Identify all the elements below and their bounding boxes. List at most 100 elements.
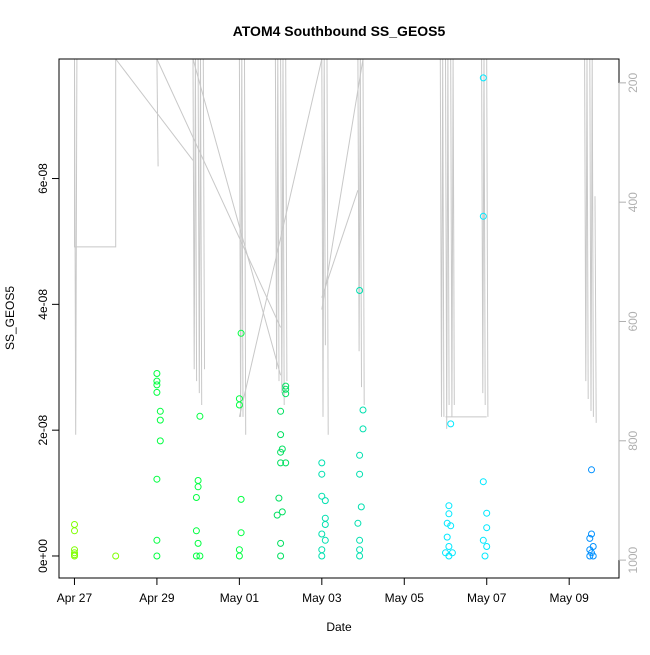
- y-tick-label: 6e-08: [36, 163, 50, 194]
- data-point: [71, 521, 78, 528]
- y2-tick-label: 400: [626, 192, 640, 212]
- x-axis: Apr 27 Apr 29 May 01 May 03 May 05 May 07 May …: [57, 577, 590, 605]
- data-point: [321, 521, 329, 528]
- data-point: [194, 477, 202, 484]
- data-point: [277, 448, 285, 456]
- data-point: [318, 470, 326, 478]
- plot-frame: [58, 58, 620, 579]
- data-point: [196, 412, 204, 420]
- data-point: [357, 503, 365, 511]
- data-point: [321, 497, 329, 505]
- profile-line: [197, 58, 203, 406]
- data-point: [443, 533, 451, 541]
- data-point: [588, 530, 595, 538]
- data-point: [153, 536, 161, 544]
- data-point: [273, 511, 281, 519]
- profile-line: [321, 58, 326, 417]
- data-point: [318, 552, 326, 560]
- data-point: [153, 370, 161, 377]
- profile-line: [274, 58, 280, 382]
- data-point: [282, 385, 290, 393]
- data-point: [194, 539, 202, 547]
- data-point: [237, 495, 245, 503]
- data-point: [192, 552, 200, 560]
- x-tick-label: May 03: [302, 591, 342, 605]
- data-point: [479, 74, 487, 82]
- data-point: [318, 530, 326, 538]
- data-point: [586, 534, 594, 542]
- data-point: [479, 212, 487, 220]
- data-point: [235, 552, 243, 560]
- data-point: [318, 492, 326, 500]
- x-tick-label: May 09: [550, 591, 590, 605]
- data-point: [71, 549, 78, 557]
- data-point: [356, 470, 364, 478]
- y-tick-label: 2e-08: [36, 414, 50, 445]
- data-point: [277, 552, 285, 560]
- data-point: [356, 552, 364, 560]
- data-point: [71, 552, 78, 560]
- data-point: [282, 459, 290, 467]
- data-point: [483, 524, 491, 532]
- profile-line: [156, 58, 159, 167]
- data-point: [156, 407, 164, 415]
- data-point: [479, 478, 487, 486]
- data-point: [356, 536, 364, 544]
- data-point: [237, 329, 245, 337]
- profile-line: [439, 58, 445, 417]
- data-point: [278, 508, 286, 516]
- profile-line: [280, 58, 285, 406]
- x-axis-label: Date: [326, 620, 352, 634]
- profile-line: [362, 58, 365, 406]
- data-point: [589, 552, 597, 560]
- data-point: [588, 466, 595, 474]
- data-point: [445, 502, 453, 510]
- data-point: [586, 552, 594, 560]
- data-point: [153, 475, 161, 483]
- profile-line: [486, 58, 489, 417]
- data-point: [481, 552, 489, 560]
- data-point: [356, 287, 364, 294]
- data-point: [282, 382, 290, 390]
- profile-connector: [321, 190, 359, 298]
- data-point: [153, 552, 161, 560]
- data-point: [318, 459, 326, 467]
- y-tick-label: 0e+00: [36, 539, 50, 573]
- data-point: [277, 539, 285, 547]
- profile-line: [202, 58, 205, 370]
- profile-line: [326, 58, 329, 435]
- data-point: [275, 494, 283, 502]
- data-point: [479, 536, 487, 544]
- right-pressure-axis: 200 400 600 800 1000: [618, 73, 640, 573]
- data-point: [71, 527, 78, 535]
- x-tick-label: May 01: [220, 591, 260, 605]
- data-point: [153, 377, 161, 385]
- data-point: [447, 522, 455, 530]
- data-point: [235, 395, 243, 403]
- data-point: [153, 388, 161, 396]
- profile-line: [192, 58, 198, 382]
- data-point: [447, 420, 455, 428]
- x-tick-label: May 05: [385, 591, 425, 605]
- y-tick-label: 4e-08: [36, 289, 50, 320]
- data-points: [71, 74, 597, 560]
- pressure-profile-lines: [74, 58, 597, 435]
- data-point: [321, 536, 329, 544]
- profile-connector: [156, 58, 282, 328]
- x-tick-label: May 07: [467, 591, 507, 605]
- profile-line: [584, 58, 589, 400]
- profile-line: [450, 58, 455, 417]
- data-point: [354, 519, 362, 527]
- data-point: [235, 546, 243, 554]
- data-point: [156, 416, 164, 424]
- y2-tick-label: 1000: [626, 546, 640, 573]
- profile-line: [285, 58, 288, 382]
- data-point: [359, 425, 367, 433]
- data-point: [277, 431, 285, 439]
- data-point: [318, 546, 326, 554]
- data-point: [359, 406, 367, 414]
- data-point: [356, 451, 364, 459]
- profile-connector: [321, 58, 364, 310]
- chart-title: ATOM4 Southbound SS_GEOS5: [233, 23, 446, 39]
